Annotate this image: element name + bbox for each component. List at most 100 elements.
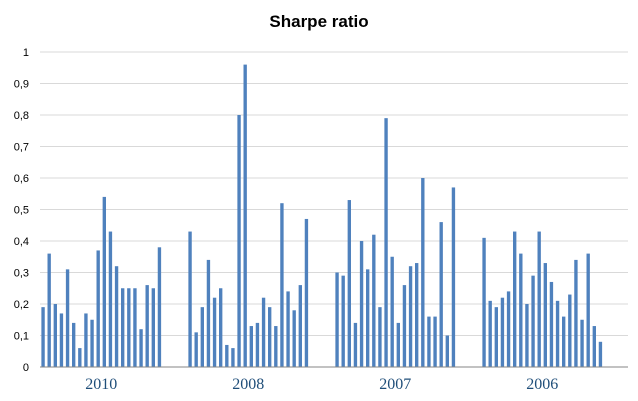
x-group-label: 2006 [526,376,558,393]
bar [580,319,584,367]
bar [108,231,113,367]
bar [145,285,149,367]
bar [488,300,492,367]
bar [341,275,345,367]
bar [59,313,64,367]
y-tick-label: 0,4 [14,236,29,248]
bar [219,288,223,367]
y-axis-ticks: 0 0,1 0,2 0,3 0,4 0,5 0,6 0,7 0,8 0,9 1 [14,47,29,374]
bar [225,344,229,367]
bar [96,250,100,367]
bar [280,203,284,367]
bar [568,294,572,367]
bar [292,310,296,367]
x-axis-group-labels: 2010 2008 2007 2006 [85,376,558,393]
bar [366,269,370,367]
y-tick-label: 0,2 [14,299,29,311]
bar [353,322,358,367]
bar [41,307,45,367]
bar [562,316,566,367]
bar [519,253,523,367]
bar [188,231,192,367]
bar [384,118,388,368]
gridlines [40,51,628,336]
bar [500,297,505,367]
x-group-label: 2008 [232,376,264,393]
bar [525,304,529,367]
bar [65,269,70,367]
bar [359,241,364,367]
bar [494,307,498,367]
bar [390,256,394,367]
bar [537,231,541,367]
y-tick-label: 0,6 [14,173,29,185]
y-tick-label: 1 [23,47,29,59]
bar [396,322,400,367]
bar [347,200,351,367]
bar [268,307,272,367]
bar [121,288,125,367]
bar [304,218,309,367]
bar [151,288,155,367]
bar [451,187,456,367]
bar [114,266,119,367]
bar [543,263,547,367]
bar [555,300,560,367]
bar [574,259,578,367]
bar [133,288,137,367]
bar [127,288,131,367]
bar [445,335,449,367]
bar [372,234,376,367]
bar [482,237,486,367]
bar [402,285,407,367]
y-tick-label: 0,8 [14,110,29,122]
y-tick-label: 0,3 [14,268,29,280]
bar [237,115,241,367]
bar [78,348,82,367]
bar [47,253,51,367]
bar [249,326,253,367]
bar [549,281,554,367]
bar [433,316,437,367]
bar [513,231,517,367]
y-tick-label: 0,7 [14,142,29,154]
y-tick-label: 0 [23,362,29,374]
bar [408,266,413,367]
bar [84,313,88,367]
y-tick-label: 0,5 [14,205,29,217]
bar [506,291,511,367]
bar [243,64,247,367]
bar [139,329,143,367]
bar [255,322,260,367]
bar [378,307,382,367]
bar [586,253,590,367]
y-tick-label: 0,9 [14,79,29,91]
bar [231,348,235,367]
bar [90,319,94,367]
bar [72,322,76,367]
x-group-label: 2010 [85,376,117,393]
bar [261,297,266,367]
bar [335,272,339,367]
x-group-label: 2007 [379,376,411,393]
bar [598,341,603,367]
bar [421,178,425,367]
bar [298,285,302,367]
bar [531,275,535,367]
bar [592,326,596,367]
bar [415,263,419,367]
bar [194,332,198,367]
bars [41,64,603,368]
bar [286,291,290,367]
bar [212,297,217,367]
bar [200,307,204,367]
bar [274,326,278,367]
bar [53,304,57,367]
bar [439,222,443,367]
bar [427,316,431,367]
bar [102,196,106,367]
bar [157,247,162,367]
chart-title: Sharpe ratio [269,12,368,31]
bar [206,259,211,367]
